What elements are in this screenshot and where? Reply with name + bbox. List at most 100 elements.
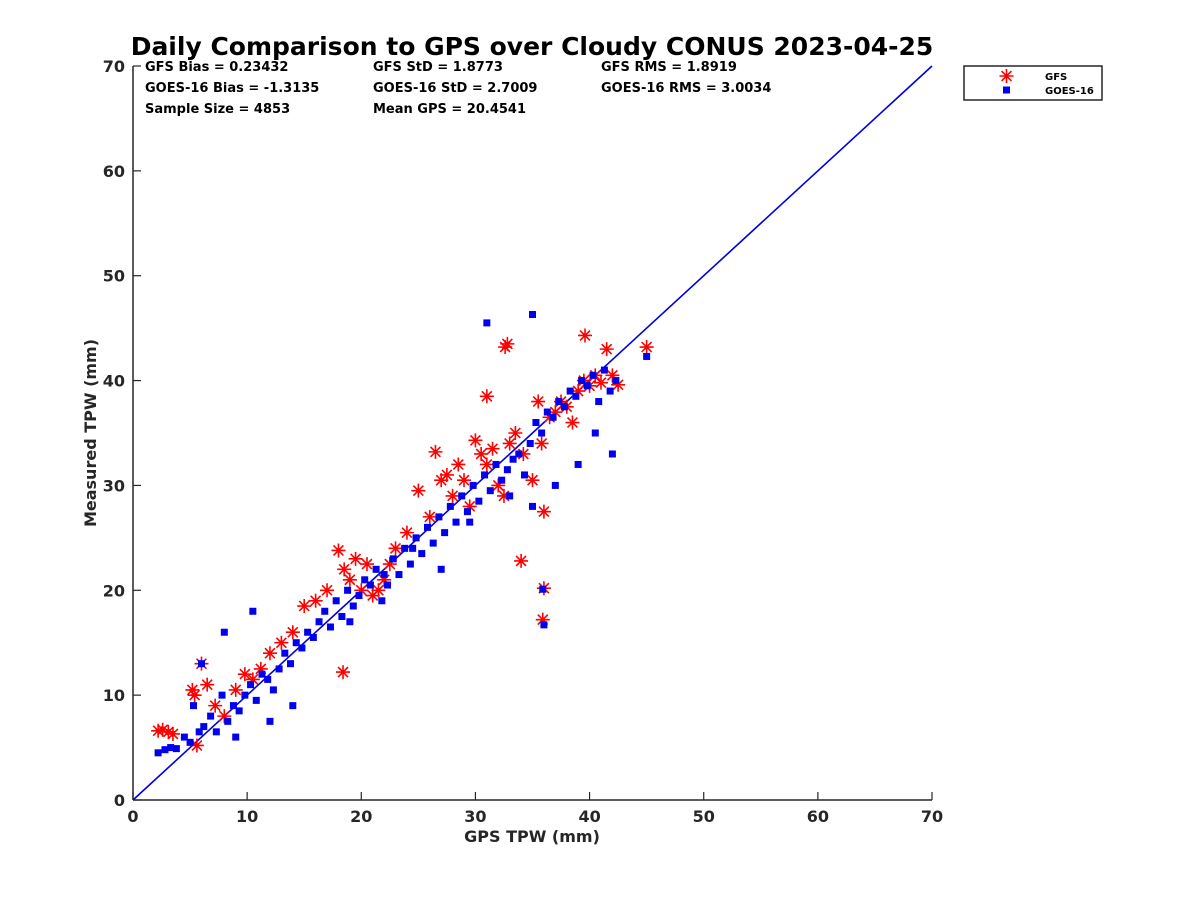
data-point [228, 682, 243, 697]
data-point [342, 572, 357, 587]
stat-text: Sample Size = 4853 [145, 102, 290, 117]
data-point [526, 439, 534, 447]
data-point [555, 398, 563, 406]
data-point [457, 473, 472, 488]
data-point [428, 444, 443, 459]
data-point [208, 698, 223, 713]
data-point [422, 509, 437, 524]
data-point [361, 576, 369, 584]
data-point [348, 551, 363, 566]
data-point [207, 712, 215, 720]
data-point [643, 352, 651, 360]
data-point [462, 499, 477, 514]
data-point [503, 466, 511, 474]
data-point [549, 413, 557, 421]
data-point [536, 504, 551, 519]
data-point [463, 508, 471, 516]
data-point [377, 572, 392, 587]
data-point [560, 403, 568, 411]
data-point [599, 342, 614, 357]
data-point [515, 450, 523, 458]
data-point [441, 529, 449, 537]
data-point [401, 544, 409, 552]
data-point [320, 583, 335, 598]
data-point [241, 691, 249, 699]
data-point [605, 368, 620, 383]
legend-label: GFS [1045, 72, 1067, 83]
data-point [269, 686, 277, 694]
data-point [574, 460, 582, 468]
y-tick-label: 30 [103, 476, 125, 495]
data-point [451, 457, 466, 472]
data-point [195, 728, 203, 736]
data-point [380, 571, 388, 579]
data-point [406, 560, 414, 568]
data-point [161, 724, 176, 739]
data-point [591, 429, 599, 437]
data-point [437, 565, 445, 573]
stat-text: GOES-16 StD = 2.7009 [373, 81, 537, 96]
data-point [187, 688, 202, 703]
data-point [538, 429, 546, 437]
data-point [595, 398, 603, 406]
data-point [151, 723, 166, 738]
legend: GFS GOES-16 [963, 65, 1103, 101]
data-point [249, 607, 257, 615]
data-point [498, 476, 506, 484]
data-point [572, 392, 580, 400]
data-point [180, 733, 188, 741]
data-point [535, 612, 550, 627]
data-point [189, 738, 204, 753]
data-point [446, 502, 454, 510]
data-point [506, 492, 514, 500]
data-point [458, 492, 466, 500]
data-point [247, 681, 255, 689]
x-tick-label: 70 [921, 807, 943, 826]
data-point [366, 581, 374, 589]
data-point [197, 660, 205, 668]
data-point [218, 691, 226, 699]
data-point [514, 553, 529, 568]
data-point [349, 602, 357, 610]
data-point [378, 597, 386, 605]
data-point [434, 473, 449, 488]
data-point [411, 483, 426, 498]
stat-text: GFS Bias = 0.23432 [145, 60, 288, 75]
data-point [508, 426, 523, 440]
data-point [382, 557, 397, 572]
stat-text: GOES-16 RMS = 3.0034 [601, 81, 771, 96]
data-point [332, 597, 340, 605]
y-tick-label: 0 [114, 791, 125, 810]
x-tick-label: 30 [464, 807, 486, 826]
data-point [287, 660, 295, 668]
data-point [418, 550, 426, 558]
data-point [189, 702, 197, 710]
data-point [266, 717, 274, 725]
stat-text: GFS StD = 1.8773 [373, 60, 503, 75]
data-point [372, 565, 380, 573]
data-point [298, 644, 306, 652]
data-point [274, 635, 289, 650]
data-point [612, 377, 620, 385]
data-point [611, 377, 626, 392]
data-point [479, 457, 494, 472]
data-point [232, 733, 240, 741]
data-point [337, 562, 352, 577]
data-point [167, 744, 175, 752]
legend-marker-asterisk [999, 69, 1014, 83]
data-point [600, 366, 608, 374]
data-point [571, 384, 586, 399]
data-point [212, 728, 220, 736]
data-point [532, 419, 540, 427]
data-point [336, 665, 351, 680]
data-point [593, 375, 608, 390]
data-point [529, 502, 536, 510]
data-point [155, 722, 170, 737]
data-point [496, 488, 511, 503]
y-tick-label: 70 [103, 57, 125, 76]
data-point [229, 702, 237, 710]
data-point [289, 702, 297, 710]
data-point [539, 585, 547, 593]
